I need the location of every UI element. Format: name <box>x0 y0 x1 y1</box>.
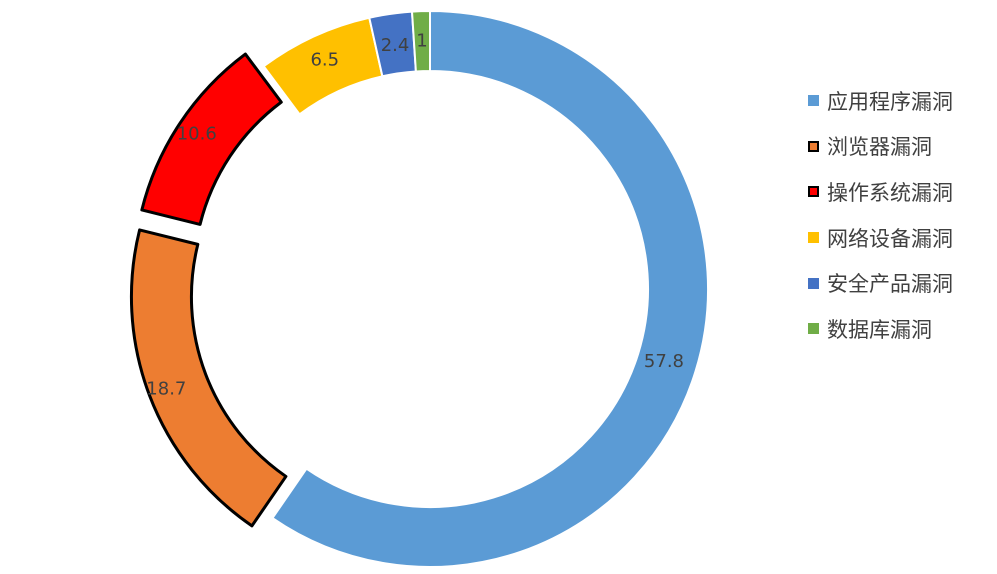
data-label-5: 2.4 <box>381 35 410 56</box>
legend-item: 操作系统漏洞 <box>808 169 953 215</box>
legend: 应用程序漏洞 浏览器漏洞操作系统漏洞 网络设备漏洞 安全产品漏洞 数据库漏洞 <box>808 78 953 352</box>
legend-item: 数据库漏洞 <box>808 306 953 352</box>
legend-label: 数据库漏洞 <box>827 317 932 342</box>
slice-6 <box>411 10 431 73</box>
legend-label: 网络设备漏洞 <box>827 226 953 251</box>
data-label-6: 1 <box>416 31 427 52</box>
legend-item: 网络设备漏洞 <box>808 215 953 261</box>
legend-label: 安全产品漏洞 <box>827 272 953 297</box>
legend-label: 操作系统漏洞 <box>827 180 953 205</box>
legend-swatch <box>808 140 819 152</box>
legend-item: 安全产品漏洞 <box>808 260 953 306</box>
data-label-3: 10.6 <box>177 124 217 145</box>
legend-label: 应用程序漏洞 <box>827 89 953 114</box>
data-label-2: 18.7 <box>146 379 186 400</box>
slice-3 <box>140 52 283 226</box>
data-label-1: 57.8 <box>644 351 684 372</box>
legend-label: 浏览器漏洞 <box>827 135 932 160</box>
legend-swatch <box>808 186 819 198</box>
legend-swatch <box>808 323 819 335</box>
legend-item: 应用程序漏洞 <box>808 78 953 124</box>
legend-swatch <box>808 277 819 289</box>
donut-slices <box>129 10 709 568</box>
slice-2 <box>129 228 288 528</box>
legend-item: 浏览器漏洞 <box>808 124 953 170</box>
data-labels: 57.8 18.7 10.6 6.5 2.4 1 <box>146 31 684 400</box>
legend-swatch <box>808 232 819 244</box>
slice-1 <box>271 10 709 568</box>
data-label-4: 6.5 <box>310 50 339 71</box>
legend-swatch <box>808 95 819 107</box>
